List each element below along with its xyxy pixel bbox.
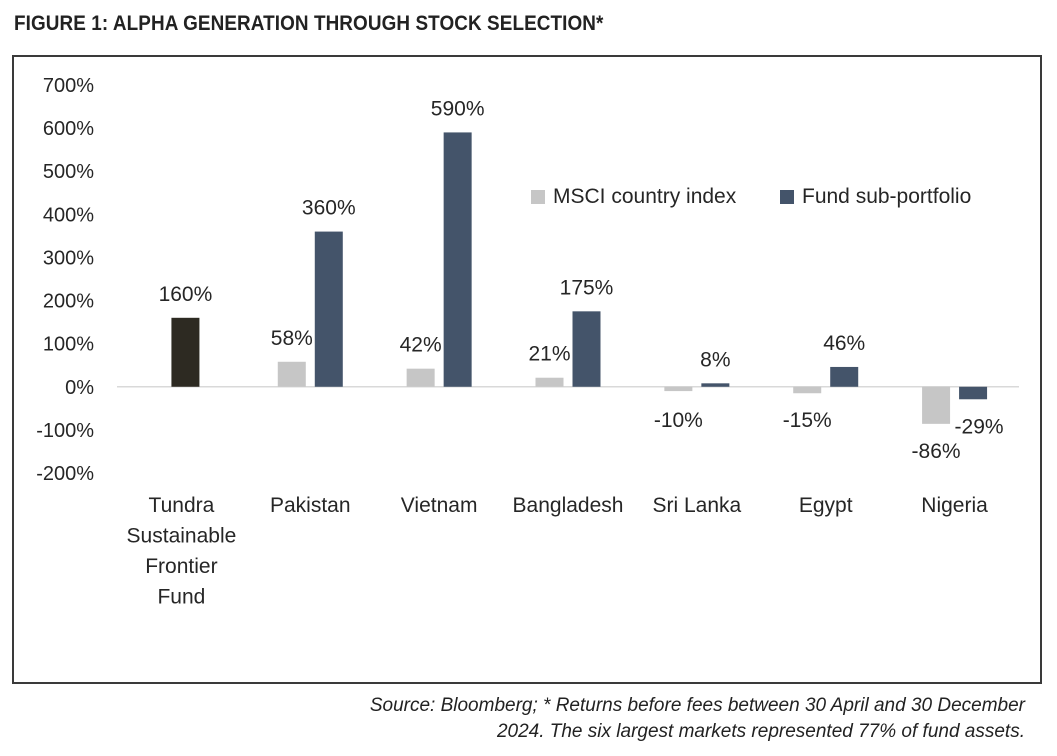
x-category-label: Bangladesh	[513, 494, 624, 517]
y-tick-label: -200%	[36, 463, 94, 485]
y-tick-label: 400%	[43, 204, 94, 226]
x-category-label: Nigeria	[921, 494, 988, 517]
x-category-label: Fund	[157, 586, 205, 609]
data-label-fund: 46%	[823, 332, 865, 355]
bar-fund	[959, 386, 988, 400]
y-tick-label: 500%	[43, 161, 94, 183]
bar-fund	[171, 317, 200, 387]
bar-msci	[793, 386, 822, 394]
x-category-label: Pakistan	[270, 494, 351, 517]
bar-fund	[314, 231, 343, 387]
bar-msci	[664, 386, 693, 392]
x-category-label: Frontier	[145, 555, 217, 578]
bar-msci	[277, 361, 306, 387]
data-label-fund: 590%	[431, 97, 485, 120]
legend-label-fund: Fund sub-portfolio	[802, 185, 971, 208]
figure-title: FIGURE 1: ALPHA GENERATION THROUGH STOCK…	[14, 12, 604, 35]
x-category-label: Vietnam	[401, 494, 478, 517]
chart-frame: 700% 600% 500% 400% 300% 200% 100% 0% -100% -200%…	[12, 55, 1042, 684]
y-tick-label: 0%	[65, 377, 94, 399]
bar-fund	[572, 311, 601, 387]
source-line-1: Source: Bloomberg; * Returns before fees…	[369, 695, 1025, 716]
bar-fund	[701, 383, 730, 387]
y-tick-label: 600%	[43, 118, 94, 140]
y-tick-label: 300%	[43, 247, 94, 269]
x-category-label: Tundra	[149, 494, 215, 517]
data-label-msci: -10%	[654, 409, 703, 432]
data-label-msci: 21%	[528, 343, 570, 366]
data-label-fund: 160%	[159, 283, 213, 306]
data-label-fund: -29%	[955, 415, 1004, 438]
legend-swatch-msci	[531, 190, 545, 204]
bar-fund	[830, 366, 859, 387]
source-note: Source: Bloomberg; * Returns before fees…	[125, 693, 1025, 745]
data-label-msci: -86%	[912, 440, 961, 463]
y-tick-label: 200%	[43, 291, 94, 313]
data-label-fund: 8%	[700, 348, 730, 371]
legend-swatch-fund	[780, 190, 794, 204]
bar-fund	[443, 132, 472, 387]
bar-msci	[535, 377, 564, 387]
data-label-fund: 175%	[560, 276, 614, 299]
y-tick-label: -100%	[36, 420, 94, 442]
x-category-label: Sri Lanka	[652, 494, 741, 517]
bar-msci	[406, 368, 435, 387]
data-label-fund: 360%	[302, 197, 356, 220]
data-label-msci: 42%	[400, 334, 442, 357]
bar-msci	[922, 386, 951, 424]
data-label-msci: 58%	[271, 327, 313, 350]
data-label-msci: -15%	[783, 409, 832, 432]
x-category-label: Egypt	[799, 494, 853, 517]
legend-label-msci: MSCI country index	[553, 185, 737, 208]
x-category-label: Sustainable	[127, 525, 237, 548]
source-line-2: 2024. The six largest markets represente…	[496, 721, 1025, 742]
y-tick-label: 700%	[43, 75, 94, 97]
bar-chart: 700% 600% 500% 400% 300% 200% 100% 0% -100% -200%…	[36, 75, 1019, 609]
y-tick-label: 100%	[43, 334, 94, 356]
